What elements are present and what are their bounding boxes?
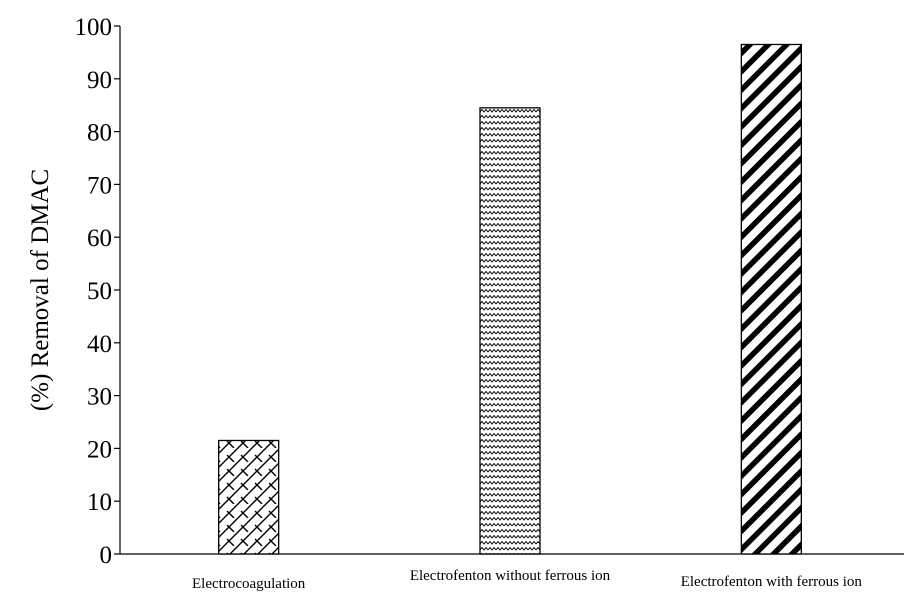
bars — [218, 43, 802, 555]
x-tick-label: Electrocoagulation — [192, 576, 306, 592]
y-tick-label: 0 — [100, 542, 113, 569]
y-tick-label: 50 — [87, 278, 112, 305]
x-tick-label: Electrofenton with ferrous ion — [681, 574, 863, 590]
bar-2 — [479, 107, 541, 555]
y-tick-label: 90 — [87, 67, 112, 94]
y-tick-label: 10 — [87, 489, 112, 516]
y-tick-label: 30 — [87, 384, 112, 411]
y-tick-label: 40 — [87, 331, 112, 358]
y-tick-label: 60 — [87, 225, 112, 252]
y-tick-label: 100 — [75, 14, 113, 41]
x-tick-labels: Electrocoagulation Electrofenton without … — [192, 568, 862, 592]
y-tick-label: 20 — [87, 436, 112, 463]
y-ticks: 0 10 20 30 40 50 60 70 80 90 100 — [75, 14, 120, 569]
bar-1 — [218, 439, 280, 555]
bar-3 — [740, 43, 802, 555]
y-tick-label: 70 — [87, 172, 112, 199]
x-tick-label: Electrofenton without ferrous ion — [410, 568, 611, 584]
y-axis-label: (%) Removal of DMAC — [27, 169, 54, 411]
y-tick-label: 80 — [87, 120, 112, 147]
